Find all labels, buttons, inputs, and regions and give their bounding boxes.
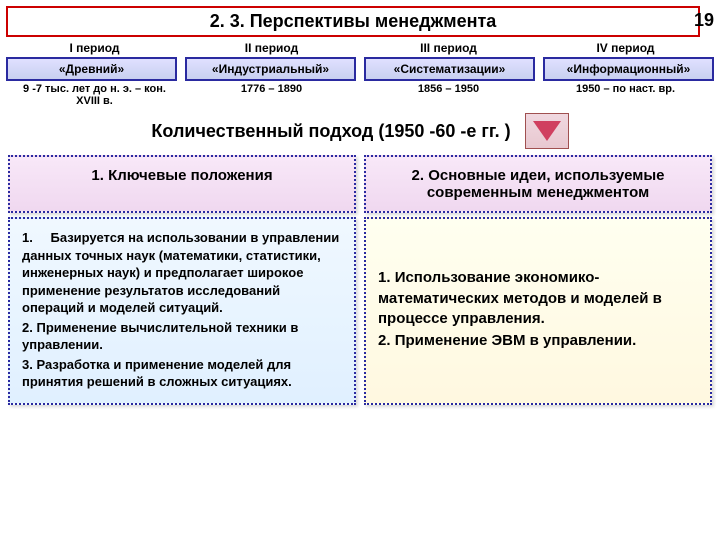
period-box: «Древний» [6,57,177,81]
left-column-body: 1. Базируется на использовании в управле… [8,217,356,405]
subtitle-row: Количественный подход (1950 -60 -е гг. ) [0,113,720,149]
period-box: «Информационный» [543,57,714,81]
period-label: II период [183,41,360,55]
period-date: 9 -7 тыс. лет до н. э. – кон. XVIII в. [6,83,183,107]
period-label: III период [360,41,537,55]
period-date: 1856 – 1950 [360,83,537,107]
page-number: 19 [694,10,714,31]
right-column-body: 1. Использование экономико-математически… [364,217,712,405]
period-box: «Систематизации» [364,57,535,81]
period-label: I период [6,41,183,55]
period-date: 1776 – 1890 [183,83,360,107]
right-column-header: 2. Основные идеи, используемые современн… [364,155,712,213]
period-labels-row: I период II период III период IV период [6,41,714,55]
columns-header: 1. Ключевые положения 2. Основные идеи, … [8,155,712,213]
subtitle: Количественный подход (1950 -60 -е гг. ) [151,121,510,142]
period-date: 1950 – по наст. вр. [537,83,714,107]
list-item: 1. Базируется на использовании в управле… [22,229,342,317]
list-item: 2. Применение ЭВМ в управлении. [378,331,698,351]
left-column-header: 1. Ключевые положения [8,155,356,213]
columns-body: 1. Базируется на использовании в управле… [8,217,712,405]
period-label: IV период [537,41,714,55]
left-list: 1. Базируется на использовании в управле… [22,229,342,391]
list-item: 2. Применение вычислительной техники в у… [22,319,342,354]
period-boxes-row: «Древний» «Индустриальный» «Систематизац… [6,57,714,81]
period-dates-row: 9 -7 тыс. лет до н. э. – кон. XVIII в. 1… [6,83,714,107]
period-box: «Индустриальный» [185,57,356,81]
arrow-box [525,113,569,149]
list-item: 1. Использование экономико-математически… [378,268,698,329]
arrow-down-icon [533,121,561,141]
list-item: 3. Разработка и применение моделей для п… [22,356,342,391]
right-list: 1. Использование экономико-математически… [378,268,698,353]
title-bar: 2. 3. Перспективы менеджмента [6,6,700,37]
